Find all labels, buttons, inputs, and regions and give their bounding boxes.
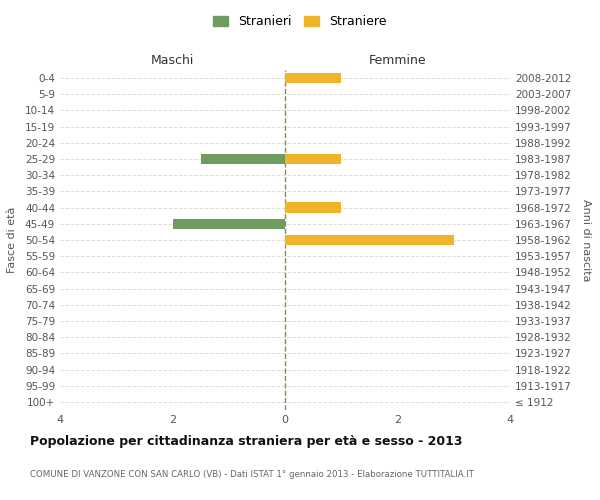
Bar [285, 73, 341, 84]
Legend: Stranieri, Straniere: Stranieri, Straniere [209, 11, 391, 32]
Text: Popolazione per cittadinanza straniera per età e sesso - 2013: Popolazione per cittadinanza straniera p… [30, 435, 463, 448]
Text: Femmine: Femmine [368, 54, 427, 67]
Bar [285, 154, 341, 164]
Bar [285, 202, 341, 213]
Y-axis label: Fasce di età: Fasce di età [7, 207, 17, 273]
Bar [285, 234, 454, 246]
Text: COMUNE DI VANZONE CON SAN CARLO (VB) - Dati ISTAT 1° gennaio 2013 - Elaborazione: COMUNE DI VANZONE CON SAN CARLO (VB) - D… [30, 470, 474, 479]
Bar [200, 154, 285, 164]
Bar [173, 218, 285, 229]
Y-axis label: Anni di nascita: Anni di nascita [581, 198, 591, 281]
Text: Maschi: Maschi [151, 54, 194, 67]
